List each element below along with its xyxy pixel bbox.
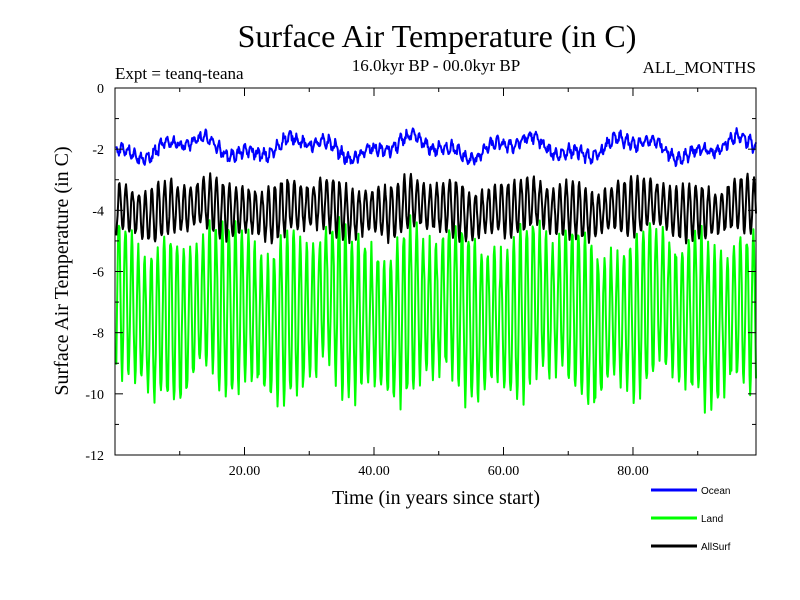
legend-label-land: Land [701,514,723,525]
series-line-allsurf [115,172,757,245]
x-tick-label: 60.00 [488,464,520,479]
months-label: ALL_MONTHS [643,58,756,77]
series-line-ocean [115,127,757,168]
chart-subtitle: 16.0kyr BP - 00.0kyr BP [352,56,520,75]
experiment-label: Expt = teanq-teana [115,64,244,83]
legend: Ocean Land AllSurf [651,486,731,553]
y-tick-label: -12 [85,449,104,464]
y-tick-label: -6 [92,266,104,281]
series-line-land [115,214,757,414]
series-layer [115,127,757,414]
axis-layer: 0 -2 -4 -6 -8 -10 -12 20.00 40.00 60.00 80.00 [85,82,756,479]
y-tick-label: -8 [92,327,104,342]
y-tick-label: -4 [92,204,104,219]
y-axis-label: Surface Air Temperature (in C) [51,146,73,395]
y-tick-label: 0 [97,82,104,97]
y-tick-label: -2 [92,143,104,158]
x-tick-label: 20.00 [229,464,261,479]
y-tick-label: -10 [85,388,104,403]
x-tick-label: 80.00 [617,464,649,479]
x-axis-label: Time (in years since start) [332,487,540,509]
x-tick-label: 40.00 [358,464,390,479]
legend-label-ocean: Ocean [701,486,730,497]
chart-title: Surface Air Temperature (in C) [238,18,637,54]
legend-label-allsurf: AllSurf [701,542,731,553]
